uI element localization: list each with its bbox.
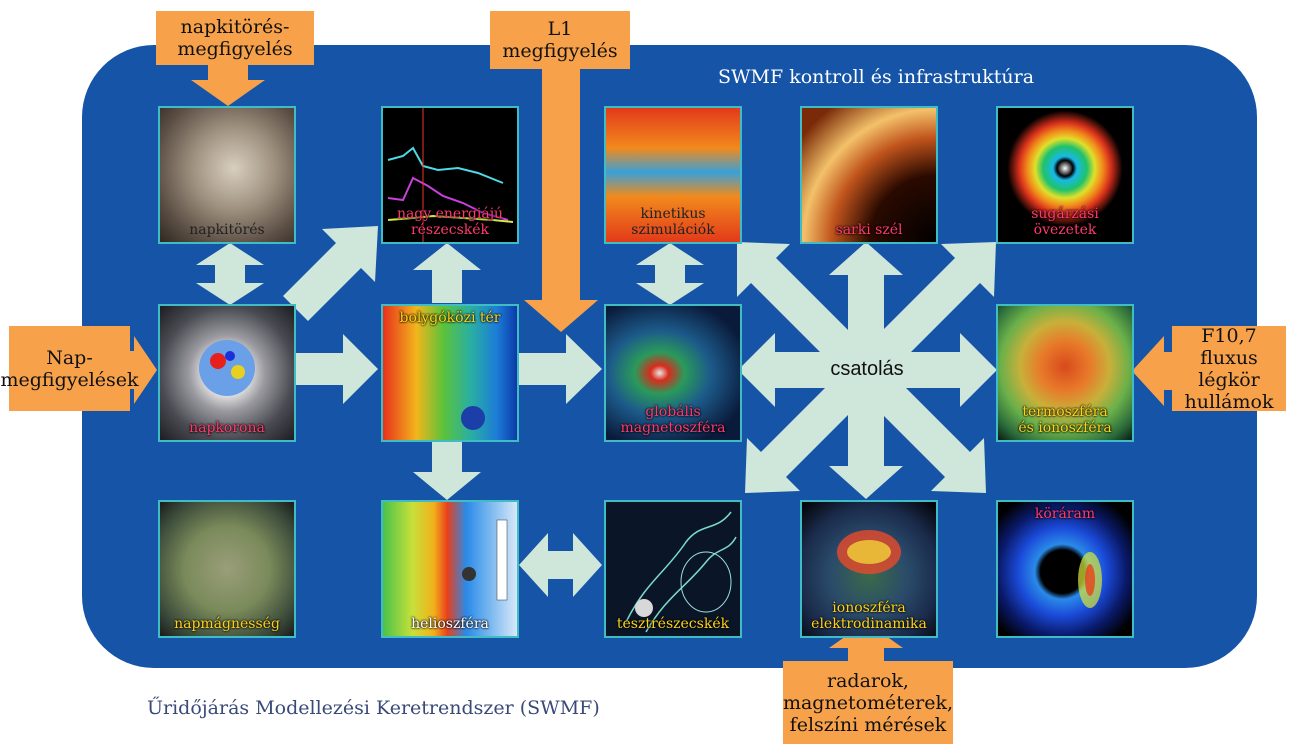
cme-observation-box: napkitörés-megfigyelés <box>156 11 314 65</box>
arrow-corona-sep <box>283 226 378 321</box>
tile-inner-heliosphere: bolygóközi tér <box>381 304 519 442</box>
tile-label: nagy energiájú részecskék <box>396 206 504 238</box>
arrow-solar-obs <box>128 336 157 404</box>
arrow-cme-obs <box>191 64 265 106</box>
ring-current-plot <box>1078 552 1102 608</box>
tile-polar-wind: sarki szél <box>800 106 938 244</box>
arrow-corona-innerhelio <box>293 334 378 404</box>
corona-plot <box>199 340 255 396</box>
tile-label: tesztrészecskék <box>616 616 730 632</box>
tile-ionosphere-electrodynamics: ionoszféra elektrodinamika <box>800 500 938 638</box>
arrow-l1-obs <box>524 68 598 332</box>
tile-label: ionoszféra elektrodinamika <box>811 600 927 632</box>
tile-global-magnetosphere: globális magnetoszféra <box>604 304 742 442</box>
tile-kinetic-simulations: kinetikus szimulációk <box>604 106 742 244</box>
tile-thermosphere-ionosphere: termoszféra és ionoszféra <box>996 304 1134 442</box>
arrow-hub-diag2 <box>745 242 996 493</box>
coupling-label: csatolás <box>830 358 904 380</box>
tile-label: köráram <box>1034 506 1096 522</box>
solar-observation-box: Nap-megfigyelések <box>0 326 139 411</box>
tile-heliosphere: helioszféra <box>381 500 519 638</box>
heliosphere-plot <box>462 519 508 601</box>
arrow-kinetic-magnetosphere <box>636 243 704 305</box>
arrow-f107-obs <box>1132 336 1172 406</box>
tile-label: helioszféra <box>411 616 489 632</box>
f107-observation-box: F10,7 fluxus légkör hullámok <box>1172 325 1286 413</box>
arrow-heliosphere-particles <box>519 533 602 597</box>
tile-ring-current: köráram <box>996 500 1134 638</box>
tile-radiation-belts: sugárzási övezetek <box>996 106 1134 244</box>
tile-test-particles: tesztrészecskék <box>604 500 742 638</box>
arrow-innerhelio-magnetosphere <box>518 334 602 404</box>
arrow-innerhelio-sep <box>413 243 481 303</box>
tile-solar-energetic-particles: nagy energiájú részecskék <box>381 106 519 244</box>
tile-label: kinetikus szimulációk <box>631 206 715 238</box>
tile-label: napmágnesség <box>174 616 280 632</box>
tile-label: sugárzási övezetek <box>1031 206 1099 238</box>
sep-plot <box>387 108 514 242</box>
arrow-innerhelio-heliosphere <box>413 440 481 500</box>
arrow-ground-obs <box>829 622 903 662</box>
l1-observation-box: L1 megfigyelés <box>490 11 630 69</box>
inner-helio-plot <box>461 406 485 430</box>
tile-label: napkitörés <box>189 222 265 238</box>
test-particles-plot <box>625 511 737 633</box>
tile-label: globális magnetoszféra <box>620 404 726 436</box>
footer-caption: Űridőjárás Modellezési Keretrendszer (SW… <box>147 697 600 719</box>
infrastructure-label: SWMF kontroll és infrastruktúra <box>718 66 1035 88</box>
tile-label: sarki szél <box>835 222 903 238</box>
tile-label: termoszféra és ionoszféra <box>1018 404 1112 436</box>
tile-eruptive-event: napkitörés <box>158 106 296 244</box>
tile-solar-corona: napkorona <box>158 304 296 442</box>
ionosphere-plot <box>837 530 901 574</box>
arrow-eruptive-corona <box>196 243 264 305</box>
tile-solar-dynamo: napmágnesség <box>158 500 296 638</box>
tile-label: napkorona <box>189 420 265 436</box>
tile-label: bolygóközi tér <box>399 310 501 326</box>
ground-observation-box: radarok, magnetométerek, felszíni mérések <box>783 661 953 744</box>
